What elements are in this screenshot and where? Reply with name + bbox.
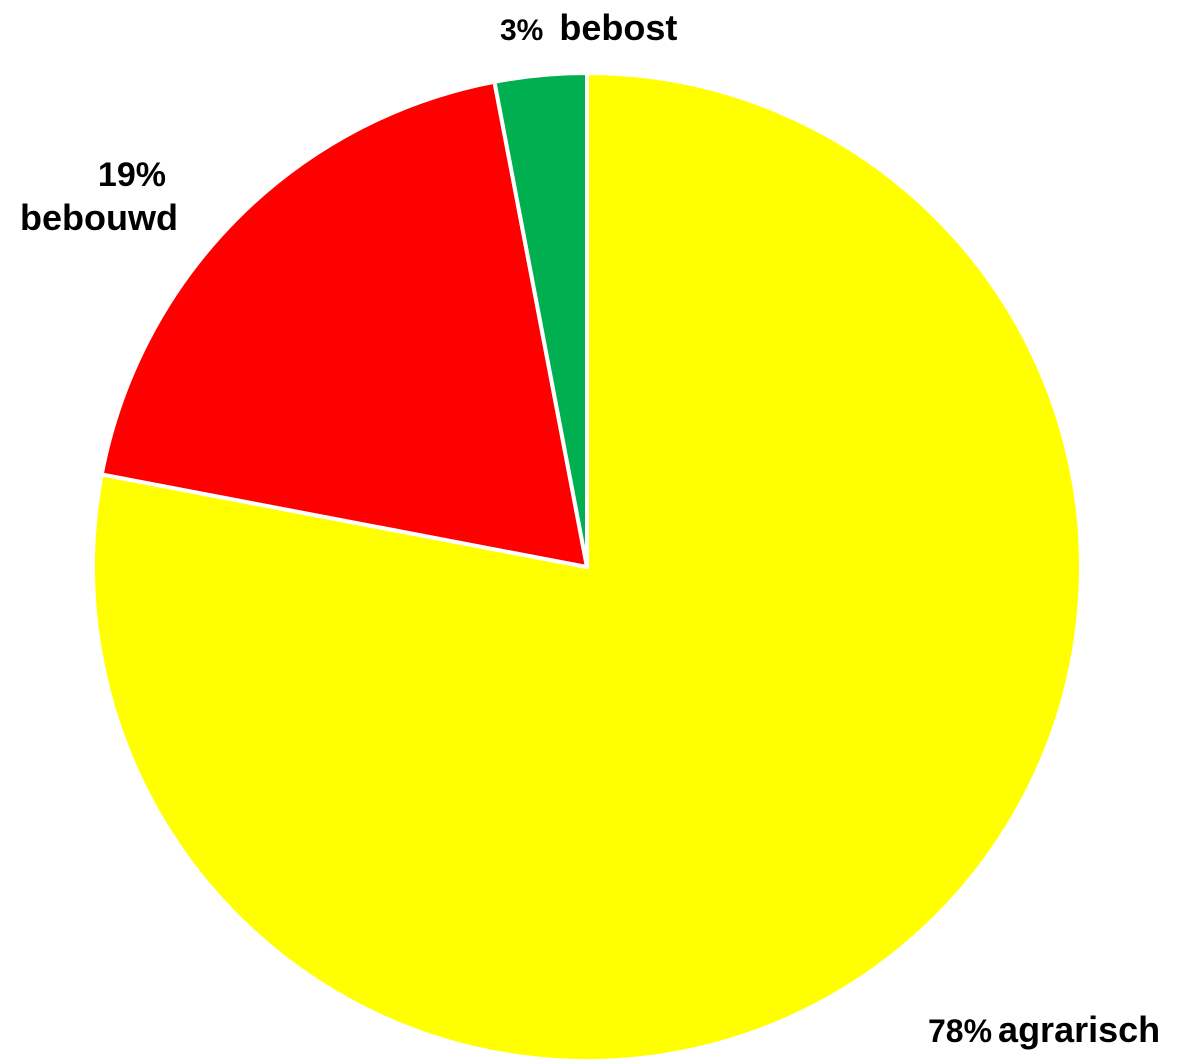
- slice-pct-bebost: 3%: [500, 14, 544, 47]
- slice-name-agrarisch: agrarisch: [998, 1009, 1161, 1050]
- slice-pct-bebouwd: 19%: [97, 156, 166, 194]
- pie-slices: [91, 71, 1083, 1061]
- slice-label-agrarisch: 78% agrarisch: [928, 1012, 1160, 1048]
- slice-pct-agrarisch: 78%: [928, 1013, 993, 1049]
- slice-label-bebost: 3% bebost: [500, 10, 677, 46]
- pie-slice-bebouwd: [99, 79, 589, 569]
- pie-slice-bebost: [492, 71, 589, 569]
- slice-name-bebost: bebost: [559, 7, 678, 48]
- slice-label-bebouwd: 19% bebouwd: [20, 158, 178, 236]
- slice-name-bebouwd: bebouwd: [20, 197, 178, 238]
- pie-slice-agrarisch: [91, 71, 1083, 1061]
